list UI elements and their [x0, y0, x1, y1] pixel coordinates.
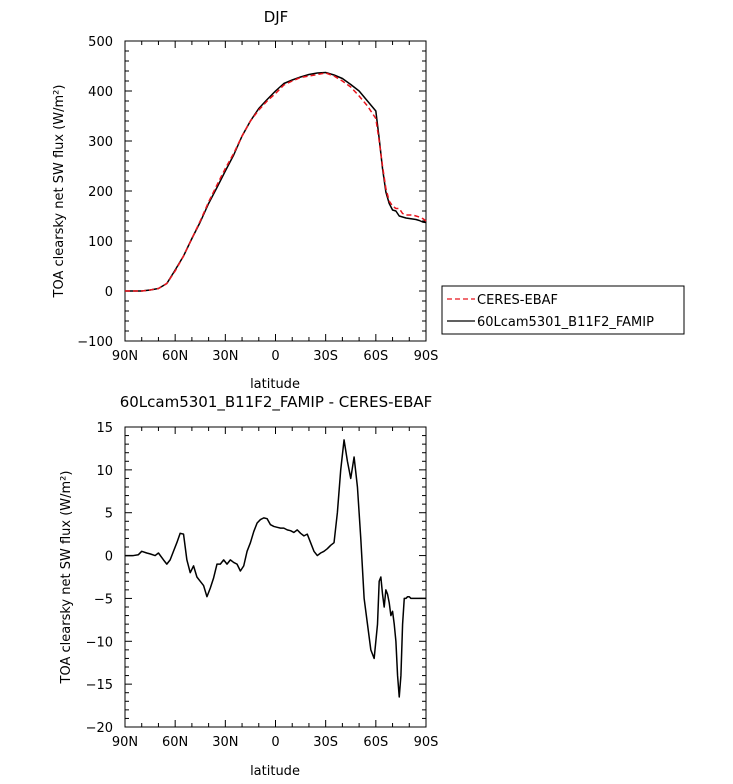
top-series-line-1: [125, 72, 427, 292]
top-xtick-label: 90N: [112, 349, 138, 364]
bottom-series-line-1: [125, 439, 426, 698]
bottom-ytick-label: −20: [86, 721, 113, 736]
bottom-xtick-label: 60S: [363, 735, 388, 750]
top-ytick-label: 0: [105, 285, 113, 300]
top-xtick-label: 60S: [363, 349, 388, 364]
bottom-xtick-label: 90S: [414, 735, 439, 750]
top-ytick-label: 300: [88, 135, 113, 150]
top-chart-title: DJF: [264, 8, 289, 26]
legend-label-model: 60Lcam5301_B11F2_FAMIP: [477, 315, 654, 330]
bottom-chart-title: 60Lcam5301_B11F2_FAMIP - CERES-EBAF: [120, 393, 433, 412]
bottom-ytick-label: 5: [105, 507, 113, 522]
top-ytick-label: 500: [88, 35, 113, 50]
top-x-axis: 90N 60N 30N 0 30S 60S 90S: [112, 41, 439, 364]
bottom-xtick-label: 0: [271, 735, 279, 750]
top-xtick-label: 60N: [162, 349, 188, 364]
top-ytick-label: 100: [88, 235, 113, 250]
bottom-y-axis-label: TOA clearsky net SW flux (W/m²): [59, 471, 74, 685]
bottom-ytick-label: 10: [96, 464, 113, 479]
top-xtick-label: 90S: [414, 349, 439, 364]
bottom-series-group: [125, 439, 426, 698]
top-xtick-label: 30S: [313, 349, 338, 364]
legend: CERES-EBAF 60Lcam5301_B11F2_FAMIP: [441, 285, 685, 335]
top-ytick-label: −100: [77, 335, 113, 350]
bottom-xtick-label: 60N: [162, 735, 188, 750]
top-plot-frame: [124, 40, 427, 342]
bottom-xtick-label: 30N: [212, 735, 238, 750]
top-series-line-2: [125, 71, 427, 292]
top-x-axis-label: latitude: [250, 377, 300, 392]
top-series-group: [125, 71, 427, 292]
bottom-panel: 60Lcam5301_B11F2_FAMIP - CERES-EBAF 90N 6…: [59, 393, 438, 779]
top-ytick-label: 400: [88, 85, 113, 100]
top-y-axis: −100 0 100 200 300 400 500: [77, 35, 426, 350]
legend-box: [441, 285, 685, 335]
bottom-ytick-label: −15: [86, 678, 113, 693]
bottom-ytick-label: −5: [94, 592, 113, 607]
bottom-x-axis: 90N 60N 30N 0 30S 60S 90S: [112, 427, 439, 750]
bottom-y-axis: −20 −15 −10 −5 0 5 10 15: [86, 421, 426, 736]
top-xtick-label: 0: [271, 349, 279, 364]
top-y-axis-label: TOA clearsky net SW flux (W/m²): [52, 85, 67, 299]
top-panel: DJF 90N 60N 30N 0 30S 60S 90S −100 0 100 200 300 40…: [52, 8, 685, 392]
bottom-ytick-label: 15: [96, 421, 113, 436]
bottom-ytick-label: −10: [86, 635, 113, 650]
bottom-xtick-label: 30S: [313, 735, 338, 750]
legend-label-ceres: CERES-EBAF: [477, 293, 558, 308]
bottom-ytick-label: 0: [105, 550, 113, 565]
top-ytick-label: 200: [88, 185, 113, 200]
bottom-x-axis-label: latitude: [250, 764, 300, 779]
top-xtick-label: 30N: [212, 349, 238, 364]
bottom-xtick-label: 90N: [112, 735, 138, 750]
